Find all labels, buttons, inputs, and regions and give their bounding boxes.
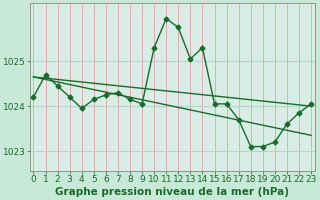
X-axis label: Graphe pression niveau de la mer (hPa): Graphe pression niveau de la mer (hPa) xyxy=(55,187,289,197)
